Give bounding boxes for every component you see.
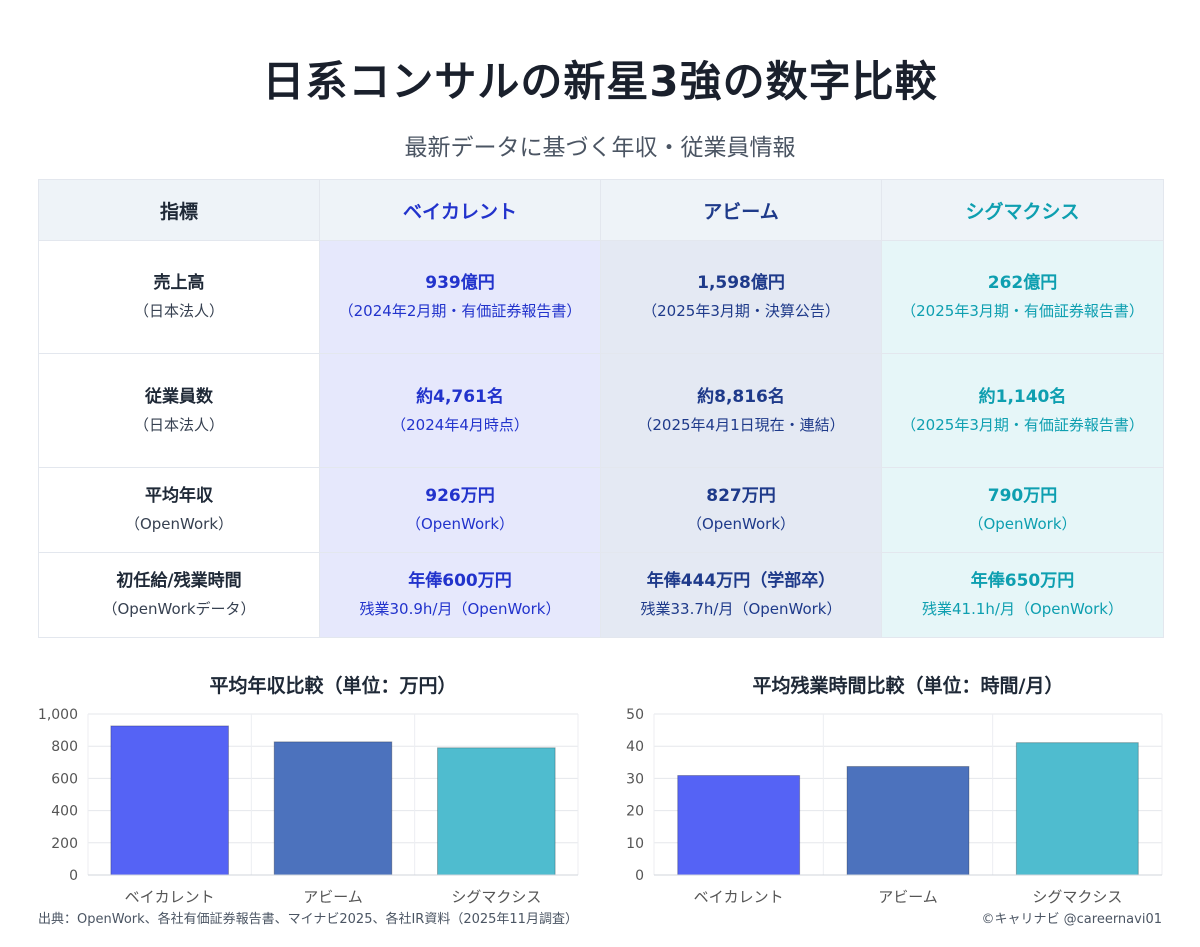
table-header-row: 指標 ベイカレント アビーム シグマクシス (38, 179, 1164, 241)
cell-value: 約8,816名 (697, 386, 785, 407)
table-cell: 827万円 （OpenWork） (600, 467, 882, 553)
cell-value: 926万円 (425, 486, 495, 506)
cell-note: （2025年3月期・有価証券報告書） (901, 415, 1144, 434)
row-label-sub: （OpenWorkデータ） (102, 600, 256, 618)
row-label-main: 初任給/残業時間 (116, 571, 242, 591)
row-label: 従業員数 （日本法人） (38, 353, 320, 468)
table-row-starting-salary: 初任給/残業時間 （OpenWorkデータ） 年俸600万円残業30.9h/月（O… (38, 552, 1164, 638)
y-tick-label: 50 (626, 707, 644, 723)
row-label-sub: （日本法人） (133, 302, 224, 320)
cell-value: 年俸444万円（学部卒） (646, 571, 836, 591)
comparison-table: 指標 ベイカレント アビーム シグマクシス 売上高 （日本法人） 939億円 （20… (38, 179, 1164, 638)
credit-note: ©キャリナビ @careernavi01 (981, 912, 1162, 927)
table-cell: 約1,140名 （2025年3月期・有価証券報告書） (881, 353, 1164, 468)
y-tick-label: 600 (51, 771, 78, 787)
bar-2 (1015, 742, 1139, 876)
header-metric: 指標 (38, 179, 320, 241)
cell-note: 残業33.7h/月（OpenWork） (640, 600, 842, 618)
y-tick-label: 0 (635, 868, 644, 884)
x-tick-label: シグマクシス (451, 888, 541, 906)
row-label: 初任給/残業時間 （OpenWorkデータ） (38, 552, 320, 638)
table-cell: 約4,761名 （2024年4月時点） (319, 353, 601, 468)
y-tick-label: 200 (51, 836, 78, 852)
table-cell: 年俸444万円（学部卒） 残業33.7h/月（OpenWork） (600, 552, 882, 638)
table-row-salary: 平均年収 （OpenWork） 926万円 （OpenWork） 827万円 （Ope… (38, 467, 1164, 553)
x-tick-label: アビーム (303, 888, 363, 906)
y-tick-label: 40 (626, 739, 644, 755)
salary-chart-title: 平均年収比較（単位：万円） (209, 675, 457, 697)
y-tick-label: 30 (626, 771, 644, 787)
y-tick-label: 0 (69, 868, 78, 884)
page-subtitle: 最新データに基づく年収・従業員情報 (404, 135, 796, 161)
cell-value: 939億円 (425, 273, 495, 293)
cell-note: （2025年4月1日現在・連結） (637, 415, 845, 434)
cell-value: 790万円 (987, 486, 1058, 506)
y-tick-label: 1,000 (38, 707, 78, 723)
cell-note: （2025年3月期・有価証券報告書） (901, 302, 1144, 320)
x-tick-label: ベイカレント (125, 888, 215, 906)
x-tick-label: シグマクシス (1032, 888, 1122, 906)
cell-note: （2024年2月期・有価証券報告書） (338, 302, 582, 320)
table-cell: 262億円 （2025年3月期・有価証券報告書） (881, 240, 1164, 354)
cell-note: （OpenWork） (686, 515, 796, 533)
bar-0 (110, 725, 229, 876)
cell-note: 残業30.9h/月（OpenWork） (359, 600, 561, 618)
bar-1 (846, 765, 970, 876)
table-cell: 926万円 （OpenWork） (319, 467, 601, 553)
overtime-chart-title: 平均残業時間比較（単位：時間/月） (752, 675, 1064, 697)
header-sigmaxyz: シグマクシス (881, 179, 1164, 241)
x-tick-label: アビーム (878, 888, 938, 906)
bar-0 (677, 775, 801, 876)
x-tick-label: ベイカレント (694, 888, 784, 906)
cell-value: 1,598億円 (697, 273, 785, 293)
table-cell: 1,598億円 （2025年3月期・決算公告） (600, 240, 882, 354)
cell-note: （OpenWork） (405, 515, 515, 533)
cell-value: 827万円 (706, 486, 776, 506)
cell-value: 年俸650万円 (970, 571, 1075, 591)
y-tick-label: 400 (51, 804, 78, 820)
cell-value: 約1,140名 (978, 386, 1067, 407)
table-row-revenue: 売上高 （日本法人） 939億円 （2024年2月期・有価証券報告書） 1,598億… (38, 240, 1164, 354)
cell-value: 年俸600万円 (408, 571, 512, 591)
table-cell: 790万円 （OpenWork） (881, 467, 1164, 553)
row-label: 売上高 （日本法人） (38, 240, 320, 354)
table-cell: 約8,816名 （2025年4月1日現在・連結） (600, 353, 882, 468)
row-label-sub: （OpenWork） (124, 515, 234, 533)
bar-1 (273, 741, 393, 876)
table-cell: 939億円 （2024年2月期・有価証券報告書） (319, 240, 601, 354)
row-label-sub: （日本法人） (133, 415, 224, 434)
overtime-bar-chart: 0 10 20 30 40 50 ベイカレント アビーム シグマクシス (626, 707, 1163, 906)
cell-note: （2024年4月時点） (391, 415, 529, 434)
source-note: 出典：OpenWork、各社有価証券報告書、マイナビ2025、各社IR資料（20… (38, 912, 578, 927)
page-title: 日系コンサルの新星3強の数字比較 (262, 57, 938, 106)
row-label-main: 平均年収 (145, 486, 213, 506)
table-row-employees: 従業員数 （日本法人） 約4,761名 （2024年4月時点） 約8,816名 （20… (38, 353, 1164, 468)
header-abeam: アビーム (600, 179, 882, 241)
y-tick-label: 800 (51, 739, 78, 755)
cell-value: 262億円 (987, 273, 1058, 293)
header-baycurrent: ベイカレント (319, 179, 601, 241)
cell-note: （2025年3月期・決算公告） (642, 302, 840, 320)
row-label-main: 売上高 (153, 273, 205, 293)
salary-bar-chart: 0 200 400 600 800 1,000 ベイカレント アビーム シグマクシス (38, 707, 579, 906)
bar-2 (437, 747, 556, 876)
cell-note: 残業41.1h/月（OpenWork） (921, 600, 1123, 618)
y-tick-label: 10 (626, 836, 644, 852)
row-label-main: 従業員数 (145, 386, 213, 407)
table-cell: 年俸650万円残業41.1h/月（OpenWork） (881, 552, 1164, 638)
table-cell: 年俸600万円残業30.9h/月（OpenWork） (319, 552, 601, 638)
cell-value: 約4,761名 (416, 386, 504, 407)
row-label: 平均年収 （OpenWork） (38, 467, 320, 553)
cell-note: （OpenWork） (968, 515, 1077, 533)
y-tick-label: 20 (626, 804, 644, 820)
